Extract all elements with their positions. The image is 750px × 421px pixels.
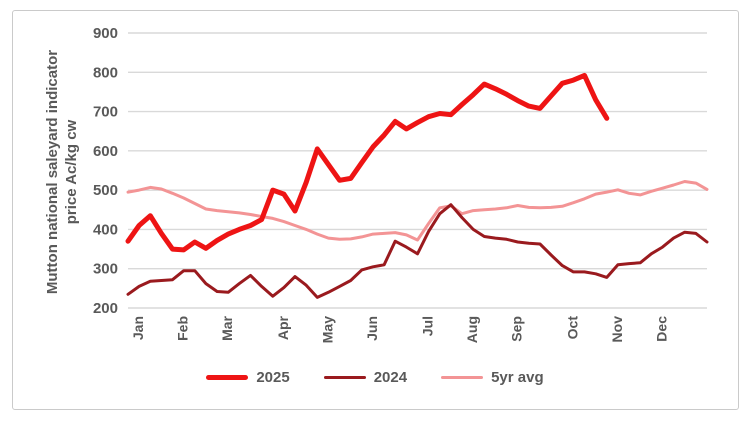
y-tick-label: 800 xyxy=(93,64,118,81)
x-tick-label-oct: Oct xyxy=(564,316,580,340)
legend-swatch-5yr-avg xyxy=(441,375,484,380)
x-tick-label-mar: Mar xyxy=(219,315,235,340)
x-tick-label-may: May xyxy=(319,316,335,343)
x-tick-label-dec: Dec xyxy=(653,316,669,342)
y-tick-label: 600 xyxy=(93,143,118,160)
y-tick-label: 700 xyxy=(93,104,118,121)
chart-legend: 2025 2024 5yr avg xyxy=(0,369,750,386)
x-tick-label-jul: Jul xyxy=(420,316,436,336)
y-tick-label: 400 xyxy=(93,221,118,238)
legend-item-2025[interactable]: 2025 xyxy=(206,369,290,386)
x-tick-label-aug: Aug xyxy=(464,316,480,343)
x-tick-label-jan: Jan xyxy=(130,316,146,340)
y-tick-label: 300 xyxy=(93,261,118,278)
series-line-2024 xyxy=(126,203,709,299)
y-tick-label: 200 xyxy=(93,300,118,317)
legend-label-2025: 2025 xyxy=(256,369,290,386)
legend-label-2024: 2024 xyxy=(373,369,408,386)
x-tick-label-feb: Feb xyxy=(175,316,191,341)
x-tick-label-sep: Sep xyxy=(509,316,525,342)
y-tick-label: 500 xyxy=(93,182,118,199)
legend-label-5yr-avg: 5yr avg xyxy=(491,369,544,386)
series-line-5yr-avg xyxy=(126,180,709,242)
legend-swatch-2025 xyxy=(206,375,249,380)
y-tick-label: 900 xyxy=(93,25,118,42)
x-tick-label-apr: Apr xyxy=(275,315,291,340)
legend-item-5yr-avg[interactable]: 5yr avg xyxy=(441,369,544,386)
legend-item-2024[interactable]: 2024 xyxy=(323,369,408,386)
x-tick-label-nov: Nov xyxy=(609,316,625,343)
x-tick-label-jun: Jun xyxy=(364,316,380,341)
legend-swatch-2024 xyxy=(323,375,366,380)
series-line-2025 xyxy=(125,72,610,253)
